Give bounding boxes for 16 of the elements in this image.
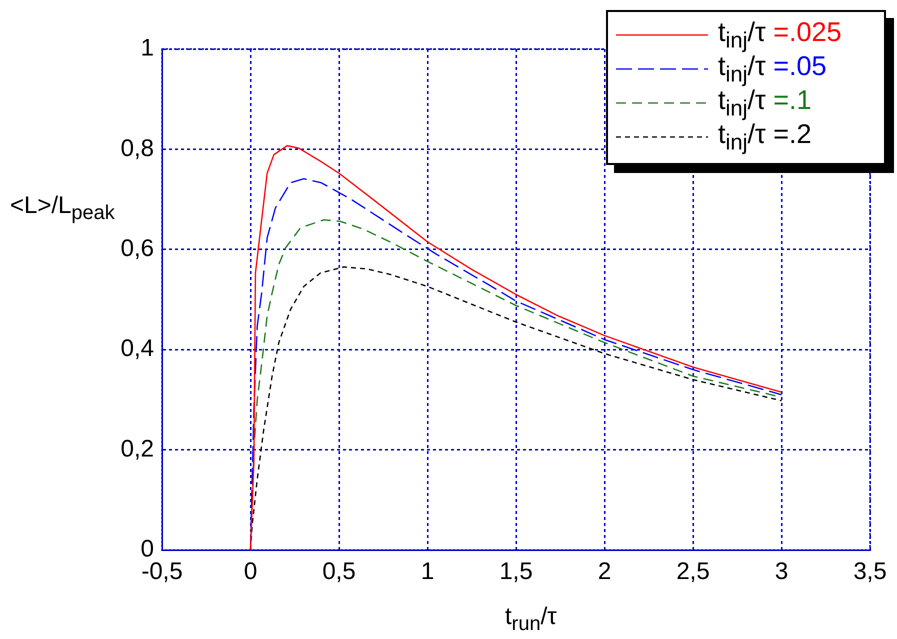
y-tick-label: 0,2 — [120, 435, 154, 462]
x-tick-label: 0,5 — [322, 558, 356, 586]
x-tick-label: 2,5 — [676, 558, 710, 586]
legend-label: t$_{inj}$/τ =.025 — [718, 16, 842, 52]
x-tick-label: 1,5 — [499, 558, 533, 586]
y-tick-label: 1 — [140, 34, 154, 62]
y-tick-label: 0,4 — [120, 335, 154, 362]
x-tick-label: 3 — [774, 558, 788, 586]
x-tick-label: 3,5 — [853, 558, 887, 586]
y-tick-label: 0,6 — [120, 235, 154, 262]
x-tick-label: 1 — [420, 558, 434, 586]
y-tick-label: 0,8 — [120, 134, 154, 162]
y-axis-title: <L>/L$_{peak}$ — [10, 192, 115, 225]
x-tick-label: 0 — [244, 558, 258, 586]
x-tick-label: 2 — [598, 558, 612, 586]
x-axis-title: t$_{run}$/τ — [505, 603, 557, 636]
